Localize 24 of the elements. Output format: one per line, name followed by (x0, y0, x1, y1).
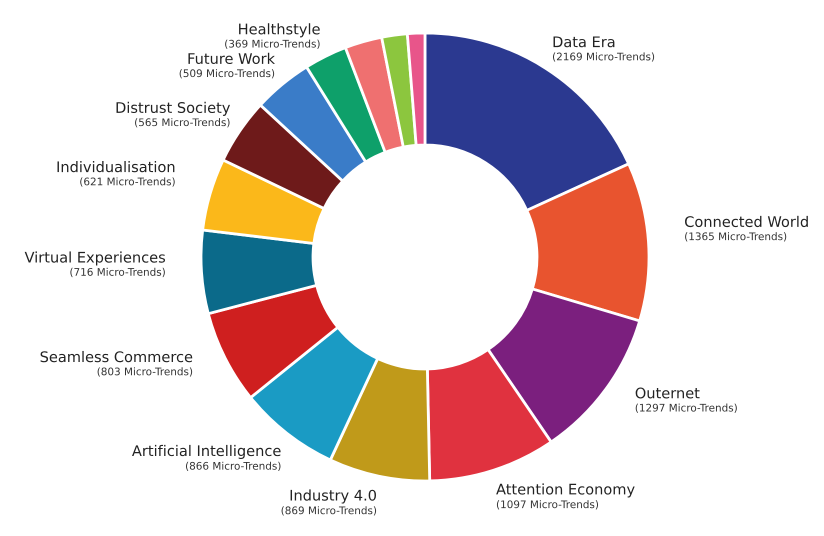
data-label: (716 Micro-Trends) (70, 268, 165, 278)
slice-label: Virtual Experiences (24, 251, 166, 266)
slice-label: Attention Economy (496, 483, 635, 498)
slice-label: Seamless Commerce (40, 350, 192, 362)
data-label: (866 Micro-Trends) (186, 462, 280, 471)
data-label: (1297 Micro-Trends) (636, 404, 737, 413)
data-label: (369 Micro-Trends) (225, 40, 320, 49)
data-label: (869 Micro-Trends) (282, 506, 376, 516)
slice-label: Individualisation (57, 160, 174, 172)
data-label: (803 Micro-Trends) (98, 367, 192, 377)
slice-label: Industry 4.0 (290, 489, 376, 504)
slice-label: Future Work (188, 52, 275, 64)
data-label: (2169 Micro-Trends) (552, 52, 654, 62)
data-label: (621 Micro-Trends) (80, 177, 175, 187)
data-label: (1365 Micro-Trends) (685, 232, 786, 242)
data-label: (565 Micro-Trends) (135, 118, 230, 128)
data-label: (1097 Micro-Trends) (496, 500, 598, 510)
slice-label: Healthstyle (239, 23, 320, 38)
slice-label: Data Era (554, 36, 614, 48)
slice-label: Artificial Intelligence (132, 444, 281, 460)
slice-label: Distrust Society (116, 102, 230, 116)
slice-label: Outernet (636, 387, 700, 398)
slice-label: Connected World (685, 216, 808, 228)
data-label: (509 Micro-Trends) (180, 69, 274, 78)
